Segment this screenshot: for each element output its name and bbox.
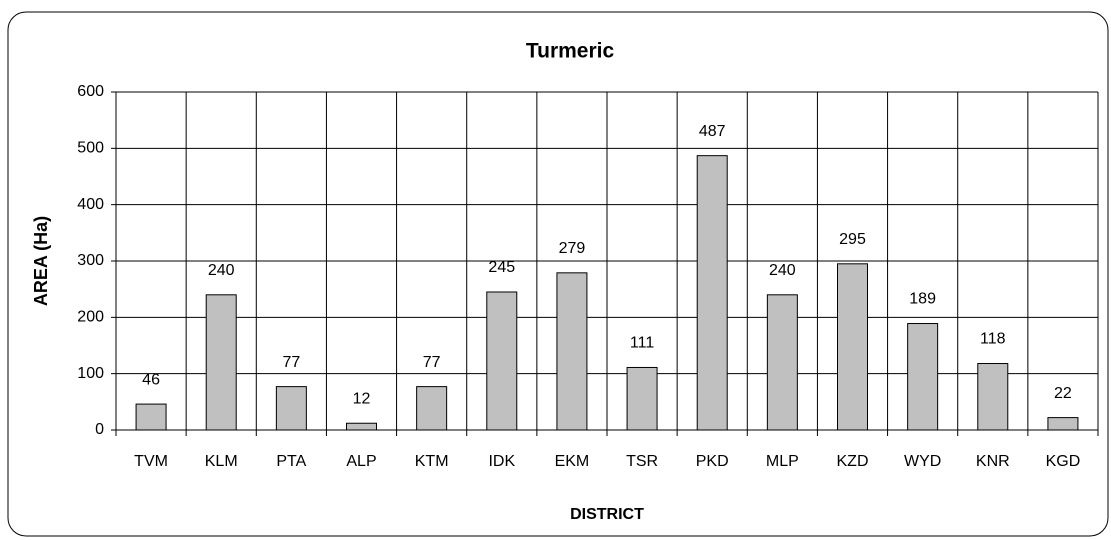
y-tick-label: 100 <box>77 365 104 382</box>
x-tick-label: WYD <box>904 453 941 470</box>
y-tick-label: 0 <box>95 421 104 438</box>
data-label: 240 <box>769 262 796 279</box>
bar <box>696 155 728 431</box>
bar <box>907 323 939 431</box>
data-label: 46 <box>142 371 160 388</box>
x-tick-label: KTM <box>415 453 449 470</box>
x-tick-label: PKD <box>696 453 729 470</box>
data-label: 295 <box>839 231 866 248</box>
data-label: 279 <box>559 240 586 257</box>
y-tick-label: 200 <box>77 309 104 326</box>
x-axis-label: DISTRICT <box>570 506 644 523</box>
y-tick-label: 400 <box>77 196 104 213</box>
bar <box>346 422 377 431</box>
bar <box>1047 417 1079 431</box>
bar <box>486 291 518 431</box>
x-tick-label: ALP <box>346 453 376 470</box>
x-tick-label: KNR <box>976 453 1010 470</box>
data-label: 77 <box>423 354 441 371</box>
y-axis-label: AREA (Ha) <box>31 216 51 306</box>
x-tick-label: TVM <box>134 453 168 470</box>
x-tick-label: IDK <box>488 453 515 470</box>
data-label: 77 <box>282 354 300 371</box>
chart-title: Turmeric <box>526 40 615 63</box>
data-label: 487 <box>699 123 726 140</box>
bar <box>837 263 868 431</box>
bar <box>205 294 237 431</box>
data-label: 240 <box>208 262 235 279</box>
data-label: 12 <box>353 390 371 407</box>
bar <box>135 403 167 431</box>
y-tick-label: 600 <box>77 83 104 100</box>
bar <box>556 272 588 431</box>
x-tick-label: PTA <box>276 453 306 470</box>
y-tick-label: 500 <box>77 140 104 157</box>
x-tick-label: KGD <box>1046 453 1081 470</box>
x-tick-label: EKM <box>555 453 590 470</box>
bar <box>416 386 448 431</box>
bar <box>977 363 1009 431</box>
x-tick-label: KZD <box>837 453 869 470</box>
data-label: 118 <box>980 331 1006 348</box>
y-tick-label: 300 <box>77 252 104 269</box>
data-label: 111 <box>630 335 654 352</box>
x-tick-label: KLM <box>205 453 238 470</box>
data-label: 189 <box>909 291 936 308</box>
bar <box>766 294 798 431</box>
data-label: 245 <box>488 259 515 276</box>
x-tick-label: MLP <box>766 453 799 470</box>
bar <box>626 366 658 431</box>
data-label: 22 <box>1054 385 1072 402</box>
bar <box>275 386 307 431</box>
x-tick-label: TSR <box>626 453 658 470</box>
